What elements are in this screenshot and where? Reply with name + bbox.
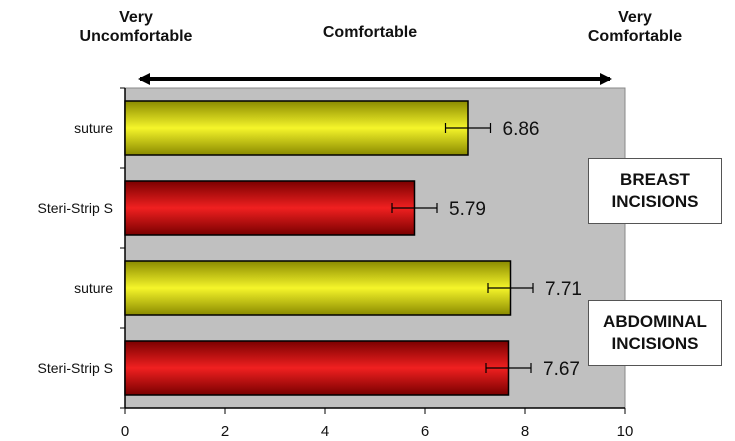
header-left-line2: Uncomfortable: [79, 28, 193, 45]
bar: [124, 260, 512, 316]
group-label-abdominal-line1: ABDOMINAL: [603, 312, 707, 331]
category-label: suture: [74, 120, 113, 136]
header-center: Comfortable: [322, 24, 418, 41]
category-label: suture: [74, 280, 113, 296]
data-label: 7.71: [545, 279, 582, 300]
category-label: Steri-Strip S: [38, 360, 113, 376]
header-right-line2: Comfortable: [587, 28, 683, 45]
group-label-breast: BREAST INCISIONS: [588, 158, 722, 224]
group-label-breast-line2: INCISIONS: [611, 192, 699, 211]
bar: [124, 100, 469, 156]
bar: [124, 340, 510, 396]
group-label-abdominal-line2: INCISIONS: [611, 334, 699, 353]
category-label: Steri-Strip S: [38, 200, 113, 216]
x-tick-label: 6: [421, 423, 429, 440]
header-left: Very Uncomfortable: [66, 8, 206, 46]
x-tick-label: 4: [321, 423, 329, 440]
header-left-line1: Very: [119, 9, 153, 26]
x-tick-label: 0: [121, 423, 129, 440]
bar: [124, 180, 416, 236]
header-right: Very Comfortable: [555, 8, 715, 46]
x-tick-label: 10: [617, 423, 634, 440]
x-tick-label: 2: [221, 423, 229, 440]
x-tick-label: 8: [521, 423, 529, 440]
header-right-line1: Very: [618, 9, 652, 26]
group-label-abdominal: ABDOMINAL INCISIONS: [588, 300, 722, 366]
data-label: 7.67: [543, 359, 580, 380]
data-label: 6.86: [503, 119, 540, 140]
group-label-breast-line1: BREAST: [620, 170, 690, 189]
data-label: 5.79: [449, 199, 486, 220]
